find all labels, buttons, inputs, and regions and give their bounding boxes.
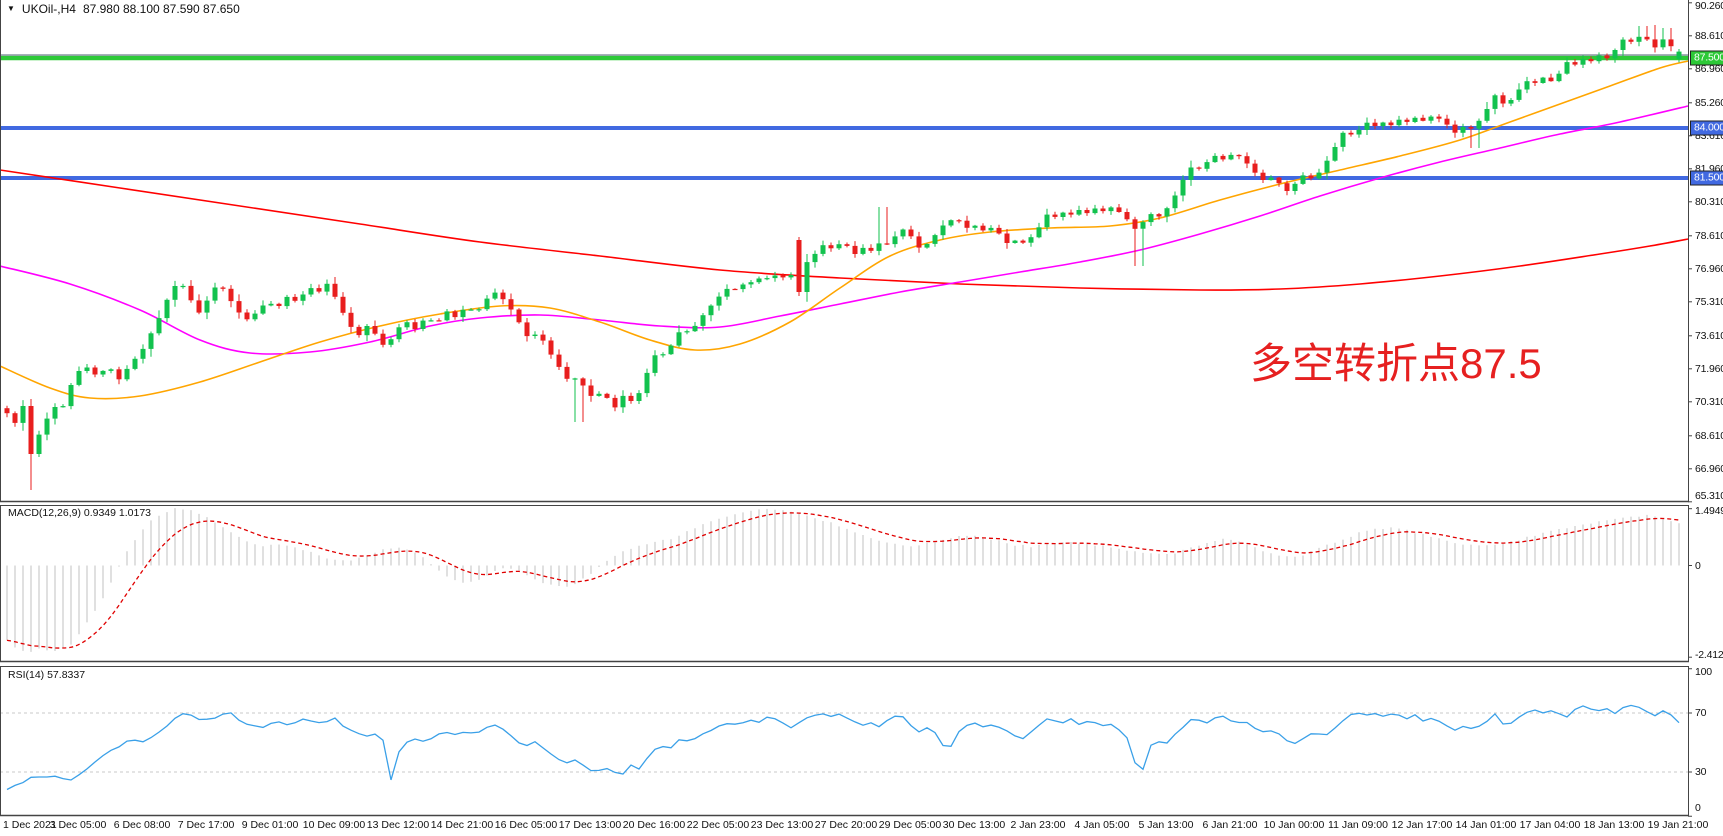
moving-averages bbox=[0, 60, 1689, 400]
ma-red-line[interactable] bbox=[0, 169, 1689, 291]
time-label: 29 Dec 05:00 bbox=[878, 819, 942, 831]
ma-magenta-line[interactable] bbox=[0, 105, 1689, 355]
price-label-70.310: 70.310 bbox=[1695, 395, 1723, 408]
time-label: 1 Dec 2021 bbox=[3, 819, 57, 831]
time-label: 2 Jan 23:00 bbox=[1010, 819, 1066, 831]
time-label: 10 Dec 09:00 bbox=[302, 819, 366, 831]
price-label-73.610: 73.610 bbox=[1695, 329, 1723, 342]
macd-axis-label-0: 0 bbox=[1695, 559, 1701, 572]
time-label: 6 Dec 08:00 bbox=[113, 819, 171, 831]
rsi-axis-label-30: 30 bbox=[1695, 765, 1707, 778]
time-label: 6 Jan 21:00 bbox=[1202, 819, 1258, 831]
time-label: 16 Dec 05:00 bbox=[494, 819, 558, 831]
price-label-76.960: 76.960 bbox=[1695, 262, 1723, 275]
time-label: 9 Dec 01:00 bbox=[241, 819, 299, 831]
time-label: 4 Jan 05:00 bbox=[1074, 819, 1130, 831]
time-label: 14 Dec 21:00 bbox=[430, 819, 494, 831]
candles-layer bbox=[4, 25, 1682, 490]
annotation-text: 多空转折点87.5 bbox=[1250, 340, 1542, 387]
time-label: 20 Dec 16:00 bbox=[622, 819, 686, 831]
level-price-badge-84.000: 84.000 bbox=[1690, 120, 1723, 136]
price-label-66.960: 66.960 bbox=[1695, 462, 1723, 475]
time-label: 17 Dec 13:00 bbox=[558, 819, 622, 831]
time-label: 23 Dec 13:00 bbox=[750, 819, 814, 831]
price-label-90.260: 90.260 bbox=[1695, 0, 1723, 12]
rsi-axis-label-100: 100 bbox=[1695, 666, 1712, 678]
price-label-71.960: 71.960 bbox=[1695, 362, 1723, 375]
price-label-86.960: 86.960 bbox=[1695, 62, 1723, 75]
symbol-dropdown-icon[interactable]: ▼ bbox=[7, 4, 15, 13]
rsi-panel bbox=[0, 704, 1688, 791]
rsi-line bbox=[6, 704, 1680, 791]
time-label: 30 Dec 13:00 bbox=[942, 819, 1006, 831]
rsi-axis-label-70: 70 bbox=[1695, 706, 1707, 719]
time-label: 11 Jan 09:00 bbox=[1328, 819, 1388, 831]
macd-axis-label-1.4949: 1.4949 bbox=[1695, 505, 1723, 517]
level-price-badge-81.500: 81.500 bbox=[1690, 170, 1723, 186]
macd-indicator-label: MACD(12,26,9) 0.9349 1.0173 bbox=[8, 507, 152, 519]
time-label: 13 Dec 12:00 bbox=[366, 819, 430, 831]
horizontal-level-lines bbox=[0, 54, 1688, 180]
macd-panel bbox=[6, 508, 1680, 652]
macd-signal-line bbox=[6, 512, 1680, 649]
time-label: 17 Jan 04:00 bbox=[1519, 819, 1581, 831]
price-label-65.310: 65.310 bbox=[1695, 490, 1723, 502]
macd-axis-label--2.4127: -2.4127 bbox=[1695, 649, 1723, 661]
ohlc-values: 87.980 88.100 87.590 87.650 bbox=[82, 2, 240, 16]
time-label: 3 Dec 05:00 bbox=[49, 819, 107, 831]
price-label-85.260: 85.260 bbox=[1695, 96, 1723, 109]
time-label: 14 Jan 01:00 bbox=[1455, 819, 1517, 831]
price-label-88.610: 88.610 bbox=[1695, 29, 1723, 42]
time-label: 10 Jan 00:00 bbox=[1263, 819, 1325, 831]
time-label: 22 Dec 05:00 bbox=[686, 819, 750, 831]
price-label-80.310: 80.310 bbox=[1695, 195, 1723, 208]
rsi-indicator-label: RSI(14) 57.8337 bbox=[8, 669, 86, 681]
time-label: 7 Dec 17:00 bbox=[177, 819, 235, 831]
time-label: 5 Jan 13:00 bbox=[1138, 819, 1194, 831]
time-label: 19 Jan 21:00 bbox=[1647, 819, 1709, 831]
price-label-68.610: 68.610 bbox=[1695, 429, 1723, 442]
ma-orange-line[interactable] bbox=[0, 60, 1689, 400]
panel-borders bbox=[0, 0, 1692, 817]
time-label: 27 Dec 20:00 bbox=[814, 819, 878, 831]
time-label: 18 Jan 13:00 bbox=[1583, 819, 1645, 831]
price-label-75.310: 75.310 bbox=[1695, 295, 1723, 308]
chart-title: ▼ UKOil-,H4 87.980 88.100 87.590 87.650 bbox=[7, 2, 240, 16]
symbol-timeframe-label: UKOil-,H4 bbox=[21, 2, 76, 16]
time-label: 12 Jan 17:00 bbox=[1391, 819, 1453, 831]
price-label-78.610: 78.610 bbox=[1695, 229, 1723, 242]
level-price-badge-87.500: 87.500 bbox=[1690, 50, 1723, 66]
rsi-axis-label-0: 0 bbox=[1695, 802, 1701, 814]
